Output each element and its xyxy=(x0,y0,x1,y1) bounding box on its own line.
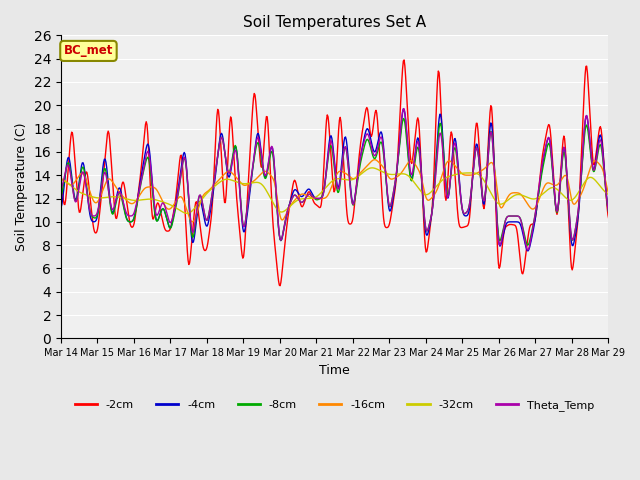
Theta_Temp xyxy=(57,186,65,192)
-32cm xyxy=(447,173,455,179)
Theta_Temp xyxy=(233,153,241,158)
-4cm xyxy=(57,204,65,210)
-16cm xyxy=(234,176,241,182)
Theta_Temp xyxy=(399,106,407,111)
Theta_Temp xyxy=(524,247,532,252)
-32cm xyxy=(368,165,376,171)
-2cm xyxy=(276,283,284,288)
Theta_Temp xyxy=(414,139,422,144)
-8cm xyxy=(399,116,407,121)
-16cm xyxy=(57,176,65,182)
Y-axis label: Soil Temperature (C): Soil Temperature (C) xyxy=(15,122,28,251)
-4cm xyxy=(233,149,241,155)
-16cm xyxy=(285,206,292,212)
-8cm xyxy=(57,192,65,198)
-4cm xyxy=(414,135,422,141)
Text: BC_met: BC_met xyxy=(64,45,113,58)
-32cm xyxy=(415,185,422,191)
-16cm xyxy=(371,157,378,163)
-2cm xyxy=(400,57,408,63)
-32cm xyxy=(285,205,292,211)
-8cm xyxy=(262,176,269,181)
-32cm xyxy=(125,197,133,203)
-4cm xyxy=(262,174,269,180)
-16cm xyxy=(447,159,455,165)
-16cm xyxy=(262,168,270,174)
-32cm xyxy=(57,177,65,183)
-4cm xyxy=(524,248,532,254)
-4cm xyxy=(284,208,292,214)
-8cm xyxy=(233,148,241,154)
Line: Theta_Temp: Theta_Temp xyxy=(61,108,640,250)
-32cm xyxy=(234,180,241,185)
-8cm xyxy=(125,219,133,225)
-4cm xyxy=(447,175,454,181)
Theta_Temp xyxy=(262,173,269,179)
-2cm xyxy=(285,211,292,216)
-8cm xyxy=(524,242,532,248)
-2cm xyxy=(447,129,455,135)
-2cm xyxy=(262,120,269,125)
-16cm xyxy=(189,219,196,225)
Line: -2cm: -2cm xyxy=(61,60,640,286)
Theta_Temp xyxy=(447,176,454,181)
-32cm xyxy=(184,210,191,216)
-16cm xyxy=(125,200,133,206)
Theta_Temp xyxy=(284,207,292,213)
-2cm xyxy=(415,118,422,123)
-4cm xyxy=(125,219,133,225)
-2cm xyxy=(233,196,241,202)
-32cm xyxy=(262,188,270,193)
-8cm xyxy=(414,144,422,150)
-2cm xyxy=(57,179,65,185)
Title: Soil Temperatures Set A: Soil Temperatures Set A xyxy=(243,15,426,30)
-2cm xyxy=(125,218,133,224)
-4cm xyxy=(399,107,407,112)
-8cm xyxy=(284,207,292,213)
-16cm xyxy=(415,167,422,173)
Line: -16cm: -16cm xyxy=(61,160,640,222)
-8cm xyxy=(447,177,454,182)
Line: -8cm: -8cm xyxy=(61,119,640,245)
Line: -32cm: -32cm xyxy=(61,168,640,213)
Legend: -2cm, -4cm, -8cm, -16cm, -32cm, Theta_Temp: -2cm, -4cm, -8cm, -16cm, -32cm, Theta_Te… xyxy=(70,396,599,415)
X-axis label: Time: Time xyxy=(319,364,350,377)
Theta_Temp xyxy=(125,213,133,219)
Line: -4cm: -4cm xyxy=(61,109,640,251)
